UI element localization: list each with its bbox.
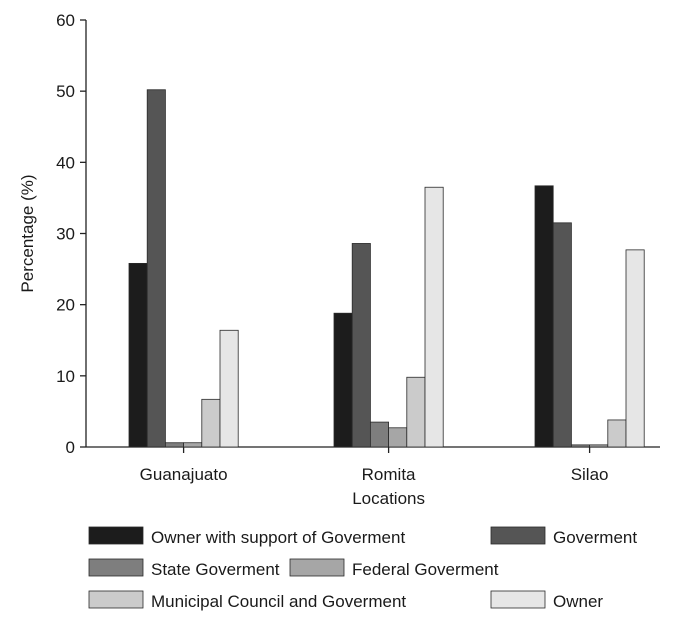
legend-label: State Goverment xyxy=(151,560,280,579)
bar-romita-series-3 xyxy=(369,421,389,448)
legend-item: State Goverment xyxy=(88,558,280,579)
legend-swatch xyxy=(490,526,546,545)
x-axis-title: Locations xyxy=(352,489,425,508)
y-tick-label: 0 xyxy=(66,438,75,457)
labels: 0 10 20 30 40 50 60 Percentage (%) Guanajuato Rom… xyxy=(18,11,609,508)
bar-silao-series-1 xyxy=(534,185,554,448)
legend-swatch xyxy=(490,590,546,609)
legend-swatch xyxy=(88,558,144,577)
y-tick-label: 50 xyxy=(56,82,75,101)
bar-romita-series-6 xyxy=(424,186,444,448)
x-tick-label: Silao xyxy=(571,465,609,484)
x-tick-label: Guanajuato xyxy=(140,465,228,484)
bar-guanajuato-series-1 xyxy=(128,262,148,448)
bar-romita-series-1 xyxy=(333,312,353,448)
bar-silao-series-2 xyxy=(552,222,572,448)
bar-guanajuato-series-4 xyxy=(183,442,203,448)
bar-silao-series-3 xyxy=(571,444,591,448)
y-tick-label: 60 xyxy=(56,11,75,30)
y-tick-label: 10 xyxy=(56,367,75,386)
legend-item: Municipal Council and Goverment xyxy=(88,590,406,611)
bar-romita-series-2 xyxy=(351,243,371,448)
x-tick-label: Romita xyxy=(362,465,416,484)
y-tick-label: 20 xyxy=(56,296,75,315)
legend-label: Federal Goverment xyxy=(352,560,499,579)
bar-silao-series-6 xyxy=(625,249,645,448)
bar-guanajuato-series-3 xyxy=(164,442,184,448)
bars xyxy=(128,89,645,448)
legend-item: Owner xyxy=(490,590,603,611)
bar-silao-series-5 xyxy=(607,419,627,448)
legend-label: Municipal Council and Goverment xyxy=(151,592,406,611)
legend-label: Owner with support of Goverment xyxy=(151,528,405,547)
bar-guanajuato-series-2 xyxy=(146,89,166,448)
legend-item: Federal Goverment xyxy=(289,558,499,579)
legend-label: Goverment xyxy=(553,528,637,547)
y-tick-label: 40 xyxy=(56,153,75,172)
legend-item: Owner with support of Goverment xyxy=(88,526,405,547)
y-axis-title: Percentage (%) xyxy=(18,174,37,292)
legend-swatch xyxy=(88,590,144,609)
bar-silao-series-4 xyxy=(589,444,609,448)
bar-romita-series-5 xyxy=(406,376,426,448)
legend-item: Goverment xyxy=(490,526,637,547)
bar-guanajuato-series-5 xyxy=(201,398,221,448)
y-tick-label: 30 xyxy=(56,225,75,244)
legend: Owner with support of Goverment Goverment… xyxy=(88,526,637,611)
bar-romita-series-4 xyxy=(388,427,408,448)
legend-swatch xyxy=(289,558,345,577)
bar-guanajuato-series-6 xyxy=(219,329,239,448)
legend-label: Owner xyxy=(553,592,603,611)
legend-swatch xyxy=(88,526,144,545)
